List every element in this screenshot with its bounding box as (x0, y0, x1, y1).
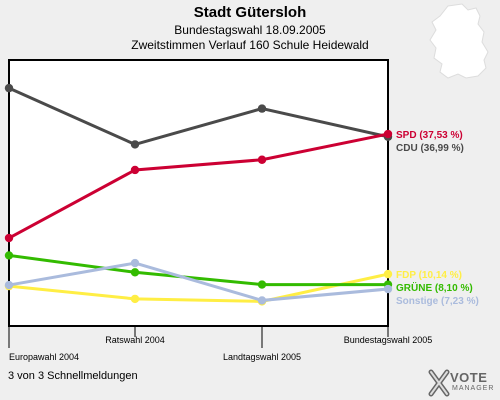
data-point (257, 296, 267, 305)
logo-vote-text: VOTE (450, 370, 488, 385)
logo-manager-text: MANAGER (452, 385, 495, 392)
chart-subtitle-2: Zweitstimmen Verlauf 160 Schule Heidewal… (131, 38, 369, 52)
data-point (4, 83, 14, 93)
data-point (257, 155, 267, 164)
data-point (130, 165, 140, 175)
vote-manager-logo: VOTE MANAGER (428, 368, 498, 398)
series-line-spd (8, 132, 389, 240)
series-line-cdu (8, 86, 389, 146)
footer-status: 3 von 3 Schnellmeldungen (8, 370, 138, 382)
chart-subtitle: Bundestagswahl 18.09.2005 (174, 23, 326, 37)
x-tick-label: Bundestagswahl 2005 (344, 335, 433, 345)
x-tick-label: Ratswahl 2004 (105, 335, 165, 345)
chart-title: Stadt Gütersloh (193, 4, 307, 21)
data-point (130, 268, 140, 277)
series-end-label: SPD (37,53 %) (396, 130, 463, 141)
data-point (130, 294, 140, 304)
data-point (130, 140, 140, 149)
data-point (383, 269, 393, 279)
data-point (383, 129, 393, 139)
x-tick-label: Landtagswahl 2005 (223, 352, 301, 362)
series-line-gruene (8, 253, 388, 287)
data-point (257, 104, 267, 113)
data-point (4, 251, 14, 260)
series-end-label: FDP (10,14 %) (396, 270, 462, 281)
data-point (257, 280, 267, 289)
data-point (383, 284, 393, 294)
x-tick-label: Europawahl 2004 (9, 352, 79, 362)
germany-map-icon (429, 3, 489, 79)
series-end-label: GRÜNE (8,10 %) (396, 281, 473, 294)
series-line-fdp (8, 272, 389, 303)
data-point (130, 258, 140, 268)
series-end-label: CDU (36,99 %) (396, 143, 464, 154)
data-point (4, 280, 14, 290)
series-line-sonstige (8, 261, 389, 302)
vote-manager-mark-icon (428, 369, 450, 397)
data-point (4, 233, 14, 243)
series-end-label: Sonstige (7,23 %) (396, 296, 479, 307)
